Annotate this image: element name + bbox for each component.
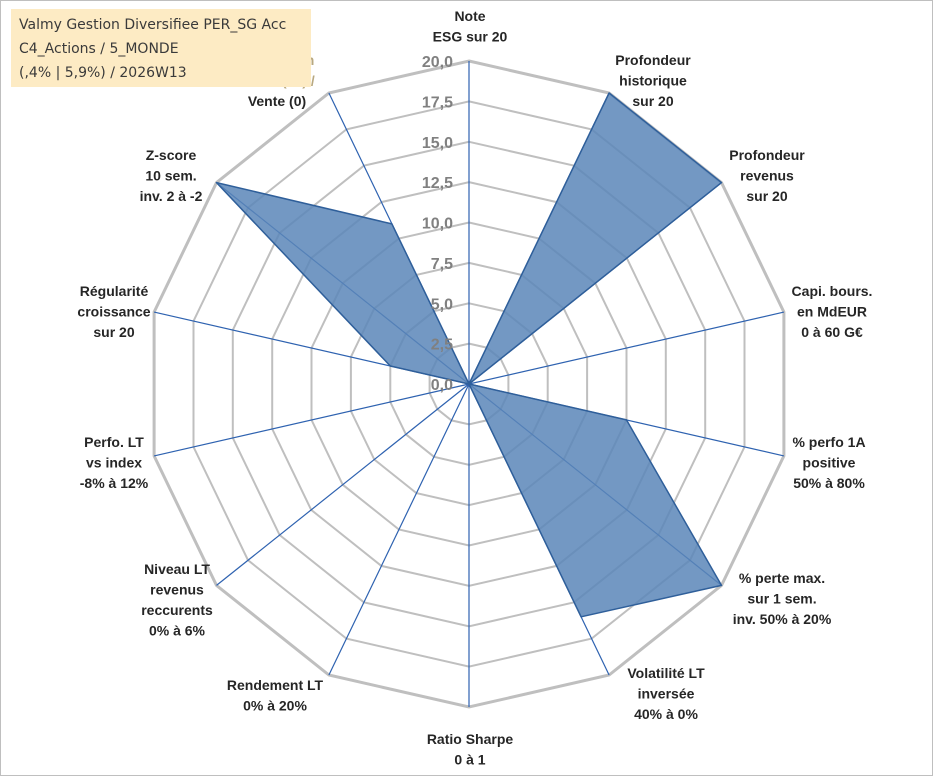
category-labels: Note ESG sur 20 Profondeur historique sur 20…: [77, 8, 872, 768]
axis-spoke: [328, 383, 470, 676]
r-tick-label: 20,0: [422, 54, 453, 71]
axis-spoke: [468, 311, 785, 385]
data-point: [216, 182, 217, 184]
data-point: [580, 616, 582, 618]
chart-title: Valmy Gestion Diversifiee PER_SG Acc C4_…: [11, 9, 311, 87]
r-tick-label: 2,5: [431, 337, 453, 354]
category-label: Note ESG sur 20: [433, 8, 508, 45]
data-point: [721, 182, 722, 184]
data-point: [468, 383, 470, 385]
category-label: % perte max. sur 1 sem. inv. 50% à 20%: [733, 570, 832, 627]
title-line-2: C4_Actions / 5_MONDE: [19, 41, 179, 57]
category-label: Profondeur revenus sur 20: [729, 147, 805, 204]
category-label: Perfo. LT vs index -8% à 12%: [80, 434, 149, 491]
category-label: Profondeur historique sur 20: [615, 52, 691, 109]
axis-spoke: [153, 383, 470, 457]
category-label: Z-score 10 sem. inv. 2 à -2: [140, 147, 203, 204]
r-tick-label: 0,0: [431, 377, 453, 394]
r-tick-label: 17,5: [422, 94, 453, 111]
data-point: [626, 419, 627, 421]
title-line-3: (,4% | 5,9%) / 2026W13: [19, 65, 187, 81]
radial-ticks: 0,0 2,5 5,0 7,5 10,0 12,5 15,0 17,5 20,0: [422, 54, 453, 394]
category-label: Régularité croissance sur 20: [77, 283, 150, 340]
r-tick-label: 10,0: [422, 216, 453, 233]
data-point: [721, 584, 722, 586]
category-label: Ratio Sharpe 0 à 1: [427, 731, 514, 768]
axis-spoke: [216, 383, 470, 586]
category-label: Capi. bours. en MdEUR 0 à 60 G€: [792, 283, 873, 340]
r-tick-label: 7,5: [431, 256, 453, 273]
category-label: % perfo 1A positive 50% à 80%: [792, 434, 865, 491]
series-area: [215, 92, 723, 618]
r-tick-label: 5,0: [431, 296, 453, 313]
r-tick-label: 15,0: [422, 135, 453, 152]
series: [215, 92, 723, 618]
data-point: [389, 365, 391, 367]
data-point: [391, 223, 393, 225]
category-label: Rendement LT 0% à 20%: [227, 677, 324, 714]
data-point: [608, 92, 610, 94]
category-label: Niveau LT revenus reccurents 0% à 6%: [141, 561, 213, 639]
category-label: Volatilité LT inversée 40% à 0%: [627, 665, 705, 722]
r-tick-label: 12,5: [422, 175, 453, 192]
title-line-1: Valmy Gestion Diversifiee PER_SG Acc: [19, 17, 287, 33]
